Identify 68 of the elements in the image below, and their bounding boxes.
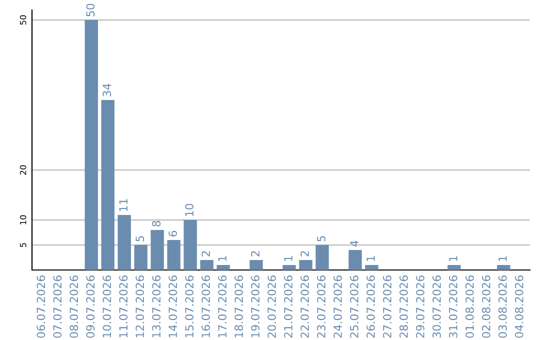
x-tick-label: 17.07.2026 xyxy=(218,276,227,338)
x-tick-label: 07.07.2026 xyxy=(53,276,62,338)
bar xyxy=(497,265,510,270)
bar xyxy=(101,100,114,270)
data-label: 11 xyxy=(119,199,128,211)
bar xyxy=(150,230,164,270)
data-label: 2 xyxy=(251,251,260,256)
data-label: 1 xyxy=(284,256,292,261)
x-tick-label: 08.07.2026 xyxy=(70,276,78,338)
data-label: 1 xyxy=(498,256,507,261)
bar xyxy=(448,265,461,270)
x-tick-label: 04.08.2026 xyxy=(514,276,524,338)
bar xyxy=(167,240,180,270)
bar xyxy=(365,265,378,270)
bar xyxy=(299,260,312,270)
x-tick-label: 21.07.2026 xyxy=(284,276,292,338)
x-tick-label: 12.07.2026 xyxy=(136,276,144,338)
x-tick-label: 10.07.2026 xyxy=(102,276,112,338)
bar xyxy=(316,245,329,270)
y-tick-label: 5 xyxy=(20,243,26,248)
x-tick-label: 30.07.2026 xyxy=(432,276,441,338)
x-tick-label: 15.07.2026 xyxy=(185,276,194,338)
data-label: 1 xyxy=(449,256,458,261)
bar xyxy=(282,265,296,270)
x-tick-label: 18.07.2026 xyxy=(234,276,243,338)
x-tick-label: 26.07.2026 xyxy=(366,276,375,338)
data-label: 1 xyxy=(366,256,375,261)
x-tick-label: 01.08.2026 xyxy=(465,276,474,338)
y-tick-label: 50 xyxy=(20,15,26,25)
x-tick-label: 23.07.2026 xyxy=(317,276,326,338)
x-tick-label: 11.07.2026 xyxy=(119,276,128,338)
bar xyxy=(134,245,148,270)
bar xyxy=(216,265,230,270)
x-tick-label: 27.07.2026 xyxy=(383,276,392,338)
x-tick-label: 16.07.2026 xyxy=(202,276,210,338)
x-tick-label: 22.07.2026 xyxy=(300,276,309,338)
data-label: 10 xyxy=(185,204,194,216)
x-tick-label: 31.07.2026 xyxy=(448,276,458,338)
bar xyxy=(118,215,131,270)
data-label: 8 xyxy=(152,220,161,226)
bar xyxy=(184,220,197,270)
data-label: 34 xyxy=(102,84,112,96)
data-label: 4 xyxy=(350,240,358,247)
bar xyxy=(348,250,362,270)
x-tick-label: 03.08.2026 xyxy=(498,276,507,338)
x-tick-label: 29.07.2026 xyxy=(416,276,424,338)
x-tick-label: 24.07.2026 xyxy=(334,276,342,338)
y-tick-label: 20 xyxy=(20,165,26,175)
data-label: 2 xyxy=(202,251,210,256)
x-tick-label: 13.07.2026 xyxy=(152,276,161,338)
x-tick-label: 20.07.2026 xyxy=(268,276,276,338)
x-tick-label: 25.07.2026 xyxy=(350,276,358,338)
data-label: 5 xyxy=(317,236,326,242)
x-tick-label: 06.07.2026 xyxy=(36,276,46,338)
data-label: 1 xyxy=(218,256,226,261)
data-label: 6 xyxy=(168,230,178,236)
bar xyxy=(200,260,214,270)
x-tick-label: 19.07.2026 xyxy=(251,276,260,338)
x-tick-label: 09.07.2026 xyxy=(86,276,95,338)
data-label: 2 xyxy=(300,251,309,256)
x-tick-label: 28.07.2026 xyxy=(399,276,408,338)
bar xyxy=(84,20,98,270)
y-tick-label: 10 xyxy=(20,215,26,224)
x-tick-label: 02.08.2026 xyxy=(482,276,490,338)
bar xyxy=(250,260,263,270)
data-label: 5 xyxy=(136,236,144,242)
x-tick-label: 14.07.2026 xyxy=(168,276,178,338)
data-label: 50 xyxy=(86,4,95,16)
